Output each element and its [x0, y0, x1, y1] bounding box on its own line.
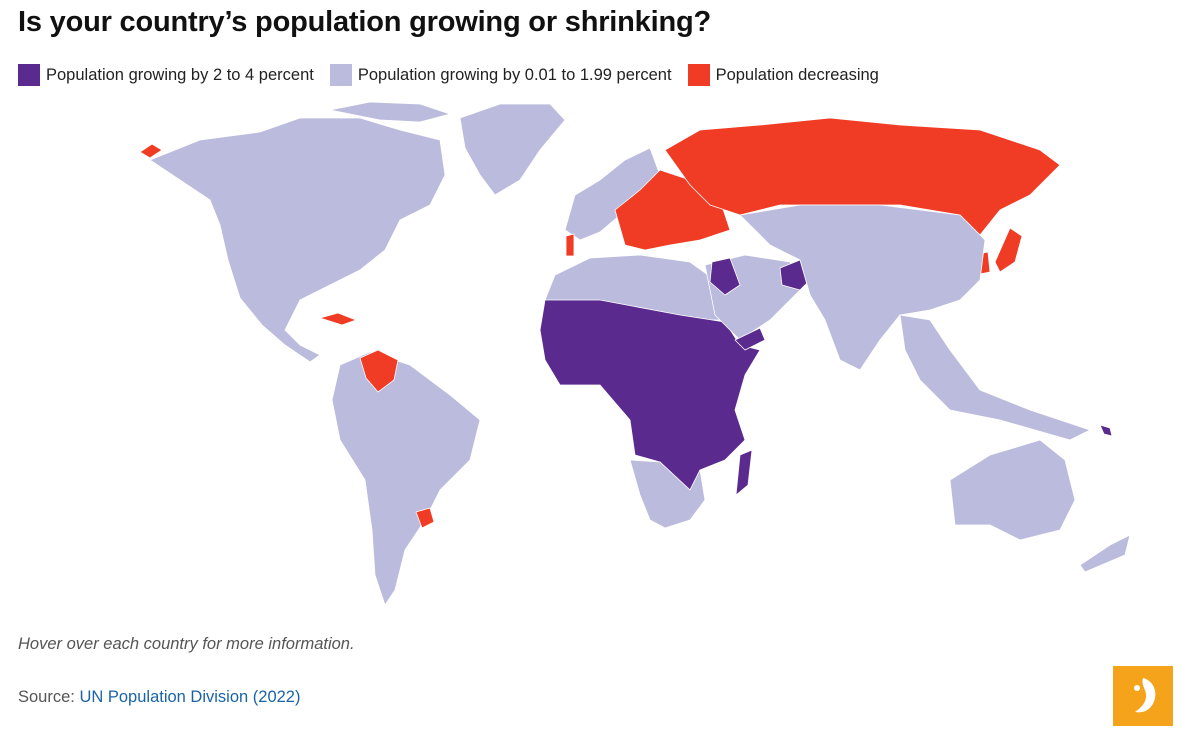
- country-australia[interactable]: [949, 439, 1076, 541]
- country-south-america[interactable]: [331, 351, 481, 606]
- country-north-america[interactable]: [149, 117, 446, 363]
- source-line: Source: UN Population Division (2022): [18, 688, 300, 707]
- legend-swatch-decline: [687, 64, 710, 86]
- source-link[interactable]: UN Population Division (2022): [79, 688, 301, 706]
- country-uruguay[interactable]: [415, 507, 435, 529]
- country-new-zealand[interactable]: [1079, 534, 1131, 573]
- country-iraq-syria[interactable]: [709, 257, 741, 296]
- country-japan[interactable]: [994, 227, 1023, 273]
- legend-item-mid: Population growing by 0.01 to 1.99 perce…: [329, 64, 672, 86]
- country-africa-south[interactable]: [629, 459, 706, 529]
- country-canada-islands[interactable]: [329, 101, 451, 123]
- hover-note: Hover over each country for more informa…: [18, 635, 355, 653]
- country-madagascar[interactable]: [735, 449, 753, 496]
- country-pacific-islands[interactable]: [1099, 424, 1113, 437]
- al-jazeera-logo: [1113, 666, 1173, 726]
- legend-item-decline: Population decreasing: [687, 64, 879, 86]
- legend-label-mid: Population growing by 0.01 to 1.99 perce…: [357, 65, 672, 84]
- legend-swatch-mid: [329, 64, 352, 86]
- legend-item-high: Population growing by 2 to 4 percent: [18, 64, 314, 86]
- country-yemen[interactable]: [734, 327, 766, 351]
- legend-swatch-high: [18, 64, 40, 86]
- country-cuba[interactable]: [319, 312, 357, 326]
- country-alaska-west[interactable]: [139, 143, 163, 159]
- country-venezuela[interactable]: [359, 349, 399, 393]
- legend-label-decline: Population decreasing: [715, 65, 879, 84]
- source-prefix: Source:: [18, 688, 80, 706]
- country-southeast-asia[interactable]: [899, 314, 1091, 441]
- country-greenland[interactable]: [459, 103, 566, 196]
- legend: Population growing by 2 to 4 percent Pop…: [18, 64, 895, 86]
- legend-label-high: Population growing by 2 to 4 percent: [46, 65, 314, 84]
- country-portugal[interactable]: [565, 233, 575, 257]
- chart-title: Is your country’s population growing or …: [18, 6, 711, 38]
- world-map[interactable]: [0, 92, 1181, 612]
